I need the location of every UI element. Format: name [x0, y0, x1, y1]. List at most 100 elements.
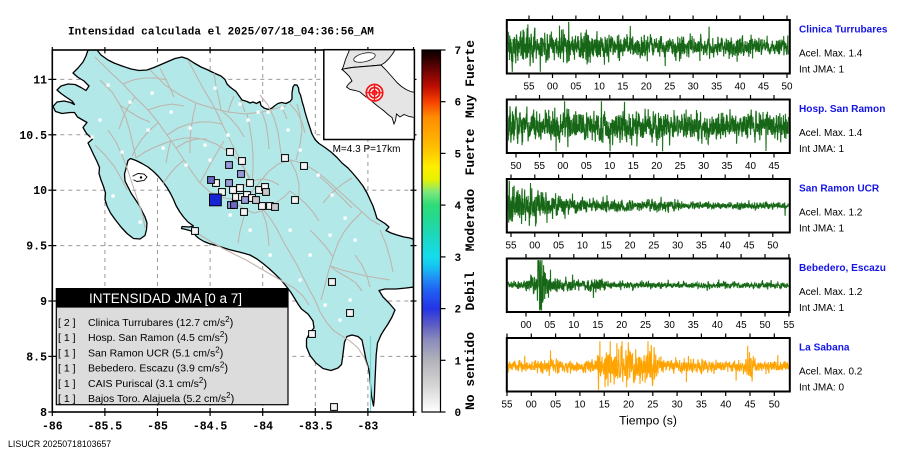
svg-text:Acel. Max. 1.4: Acel. Max. 1.4 [799, 128, 863, 139]
svg-text:Hosp. San Ramon (4.5 cm/s2): Hosp. San Ramon (4.5 cm/s2) [88, 330, 228, 344]
svg-text:05: 05 [544, 320, 555, 331]
svg-text:00: 00 [521, 320, 532, 331]
svg-text:45: 45 [769, 161, 780, 172]
svg-text:00: 00 [557, 161, 568, 172]
svg-text:30: 30 [672, 241, 683, 252]
svg-text:Tiempo (s): Tiempo (s) [619, 414, 677, 428]
svg-text:40: 40 [712, 320, 723, 331]
svg-text:San Ramon UCR: San Ramon UCR [799, 184, 880, 195]
svg-text:3: 3 [455, 253, 462, 265]
svg-text:40: 40 [720, 400, 731, 411]
svg-text:INTENSIDAD JMA [0 a 7]: INTENSIDAD JMA [0 a 7] [89, 291, 242, 306]
svg-text:-83: -83 [358, 421, 379, 434]
svg-text:Clinica Turrubares (12.7 cm/s2: Clinica Turrubares (12.7 cm/s2) [88, 315, 233, 329]
svg-text:25: 25 [647, 400, 658, 411]
svg-text:Bajos Toro. Alajuela (5.2 cm/s: Bajos Toro. Alajuela (5.2 cm/s2) [88, 391, 234, 405]
svg-text:Clinica Turrubares: Clinica Turrubares [799, 25, 888, 36]
svg-text:-84.5: -84.5 [193, 421, 228, 434]
svg-text:50: 50 [767, 241, 778, 252]
svg-text:30: 30 [688, 82, 699, 93]
svg-text:Intensidad calculada el 2025/0: Intensidad calculada el 2025/07/18_04:36… [68, 27, 374, 39]
svg-text:45: 45 [736, 320, 747, 331]
svg-text:50: 50 [769, 400, 780, 411]
svg-text:[ 1 ]: [ 1 ] [58, 347, 76, 359]
svg-text:Hosp. San Ramon: Hosp. San Ramon [799, 104, 885, 115]
svg-text:20: 20 [623, 400, 634, 411]
svg-text:10: 10 [604, 161, 615, 172]
svg-text:30: 30 [664, 320, 675, 331]
svg-text:-85: -85 [147, 421, 168, 434]
svg-text:10: 10 [577, 241, 588, 252]
svg-text:45: 45 [744, 241, 755, 252]
svg-text:Muy Fuerte: Muy Fuerte [463, 40, 478, 118]
svg-text:45: 45 [745, 400, 756, 411]
svg-text:55: 55 [783, 320, 794, 331]
svg-text:[ 1 ]: [ 1 ] [58, 332, 76, 344]
svg-text:11: 11 [33, 74, 47, 87]
svg-text:[ 1 ]: [ 1 ] [58, 363, 76, 375]
svg-text:30: 30 [698, 161, 709, 172]
svg-text:15: 15 [617, 82, 628, 93]
svg-text:00: 00 [547, 82, 558, 93]
svg-text:20: 20 [625, 241, 636, 252]
svg-text:Int JMA: 1: Int JMA: 1 [799, 303, 844, 314]
svg-text:35: 35 [696, 241, 707, 252]
svg-text:25: 25 [648, 241, 659, 252]
svg-text:05: 05 [553, 241, 564, 252]
svg-text:15: 15 [628, 161, 639, 172]
svg-text:20: 20 [651, 161, 662, 172]
svg-text:Debil: Debil [463, 271, 478, 310]
svg-text:10.5: 10.5 [19, 130, 47, 143]
svg-text:50: 50 [760, 320, 771, 331]
svg-text:[ 1 ]: [ 1 ] [58, 378, 76, 390]
svg-text:55: 55 [524, 82, 535, 93]
svg-text:Bebedero. Escazu (3.9 cm/s2): Bebedero. Escazu (3.9 cm/s2) [88, 361, 228, 375]
svg-text:45: 45 [758, 82, 769, 93]
svg-text:25: 25 [675, 161, 686, 172]
svg-text:25: 25 [664, 82, 675, 93]
svg-text:40: 40 [745, 161, 756, 172]
svg-text:55: 55 [502, 400, 513, 411]
svg-text:05: 05 [581, 161, 592, 172]
svg-text:Moderado: Moderado [463, 189, 478, 252]
svg-text:4: 4 [455, 201, 462, 213]
svg-text:-84: -84 [252, 421, 273, 434]
svg-text:No sentido: No sentido [463, 332, 478, 410]
svg-text:40: 40 [735, 82, 746, 93]
svg-text:[ 1 ]: [ 1 ] [58, 393, 76, 405]
svg-text:35: 35 [711, 82, 722, 93]
svg-text:Acel. Max. 0.2: Acel. Max. 0.2 [799, 367, 863, 378]
svg-text:5: 5 [455, 149, 462, 161]
svg-text:05: 05 [550, 400, 561, 411]
svg-text:50: 50 [782, 82, 793, 93]
svg-text:Int JMA: 1: Int JMA: 1 [799, 65, 844, 76]
svg-text:15: 15 [601, 241, 612, 252]
svg-text:M=4.3 P=17km: M=4.3 P=17km [333, 144, 401, 155]
svg-text:6: 6 [455, 98, 462, 110]
svg-text:10: 10 [568, 320, 579, 331]
svg-text:35: 35 [722, 161, 733, 172]
svg-text:10: 10 [33, 185, 47, 198]
svg-text:05: 05 [570, 82, 581, 93]
svg-text:15: 15 [592, 320, 603, 331]
svg-text:50: 50 [511, 161, 522, 172]
svg-text:9: 9 [40, 296, 47, 309]
svg-text:0: 0 [455, 408, 462, 420]
svg-text:55: 55 [534, 161, 545, 172]
svg-text:Int JMA: 1: Int JMA: 1 [799, 224, 844, 235]
svg-text:CAIS Puriscal (3.1 cm/s2): CAIS Puriscal (3.1 cm/s2) [88, 376, 207, 390]
svg-text:Bebedero, Escazu: Bebedero, Escazu [799, 263, 886, 274]
svg-text:30: 30 [672, 400, 683, 411]
svg-text:1: 1 [455, 356, 462, 368]
svg-text:2: 2 [455, 305, 462, 317]
svg-text:Int JMA: 1: Int JMA: 1 [799, 144, 844, 155]
svg-text:La Sabana: La Sabana [799, 343, 850, 354]
svg-text:Acel. Max. 1.2: Acel. Max. 1.2 [799, 208, 863, 219]
svg-text:25: 25 [640, 320, 651, 331]
svg-text:15: 15 [599, 400, 610, 411]
svg-text:20: 20 [641, 82, 652, 93]
svg-text:8.5: 8.5 [26, 351, 47, 364]
svg-text:00: 00 [529, 241, 540, 252]
svg-text:San Ramon UCR (5.1 cm/s2): San Ramon UCR (5.1 cm/s2) [88, 345, 223, 359]
svg-text:LISUCR 20250718103657: LISUCR 20250718103657 [8, 439, 111, 449]
